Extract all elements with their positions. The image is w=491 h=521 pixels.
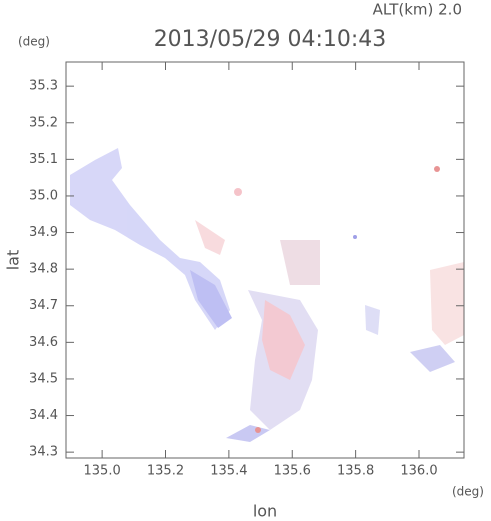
x-tick-label: 135.4 — [210, 464, 247, 479]
x-axis-label: lon — [253, 502, 277, 521]
y-tick-label: 34.6 — [29, 335, 58, 350]
echo-field — [70, 148, 464, 442]
chart-title: 2013/05/29 04:10:43 — [154, 27, 387, 52]
y-tick-label: 35.0 — [29, 188, 58, 203]
x-tick-label: 135.8 — [337, 464, 374, 479]
y-tick-label: 34.9 — [29, 225, 58, 240]
plot-frame — [65, 61, 465, 459]
y-unit: (deg) — [18, 35, 50, 49]
x-tick-label: 135.2 — [147, 464, 184, 479]
x-tick-label: 135.6 — [274, 464, 311, 479]
y-tick-label: 35.1 — [29, 152, 58, 167]
y-tick-label: 34.5 — [29, 371, 58, 386]
y-axis-label: lat — [4, 250, 23, 271]
y-tick-label: 34.7 — [29, 298, 58, 313]
y-tick-label: 34.3 — [29, 445, 58, 460]
y-tick-label: 35.3 — [29, 79, 58, 94]
y-tick-label: 35.2 — [29, 115, 58, 130]
x-tick-label: 135.0 — [84, 464, 121, 479]
x-unit: (deg) — [452, 485, 484, 499]
x-tick-label: 136.0 — [400, 464, 437, 479]
y-tick-label: 34.4 — [29, 408, 58, 423]
y-tick-label: 34.8 — [29, 262, 58, 277]
altitude-label: ALT(km) 2.0 — [373, 1, 462, 19]
